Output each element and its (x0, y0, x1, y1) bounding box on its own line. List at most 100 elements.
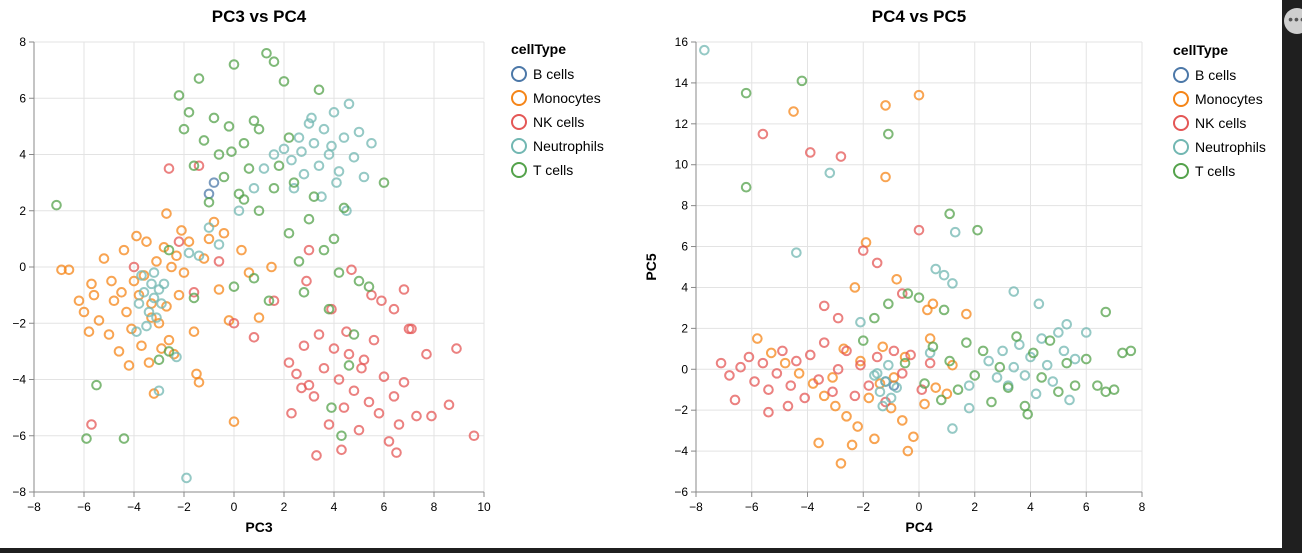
data-point (888, 345, 900, 357)
data-point (899, 351, 911, 363)
data-point (268, 182, 280, 194)
data-point (735, 361, 746, 373)
data-point (944, 208, 955, 220)
y-tick-label: 4 (681, 280, 688, 294)
data-point (143, 357, 155, 368)
y-tick-label: −2 (674, 403, 688, 417)
data-point (191, 368, 202, 380)
data-point (791, 247, 802, 258)
data-point (749, 376, 760, 387)
data-point (855, 355, 866, 367)
data-point (426, 410, 437, 422)
data-point (136, 340, 147, 352)
data-point (248, 272, 260, 284)
data-point (133, 298, 145, 309)
data-point (188, 292, 200, 304)
data-point (183, 107, 195, 118)
legend-label: Neutrophils (533, 138, 604, 154)
data-point (128, 261, 140, 273)
data-point (796, 75, 808, 87)
data-point (233, 205, 245, 217)
data-point (857, 245, 869, 256)
data-point (804, 349, 816, 361)
data-point (153, 354, 165, 366)
data-point (313, 160, 325, 172)
data-point (148, 267, 160, 278)
data-point (930, 263, 942, 275)
more-options-button[interactable]: ••• (1284, 8, 1302, 34)
data-point (248, 182, 260, 194)
data-point (298, 168, 310, 180)
x-axis: −8 −6 −4 −2 0 2 4 6 8 10 (27, 491, 491, 514)
data-point (752, 333, 763, 344)
data-point (366, 137, 377, 149)
data-point (1069, 353, 1081, 365)
legend-symbol (1173, 67, 1189, 83)
data-point (930, 382, 942, 393)
legend: cellType B cells Monocytes NK cells Neutroph… (511, 41, 604, 178)
y-tick-label: 14 (675, 76, 689, 90)
data-point (763, 384, 774, 396)
data-point (311, 450, 322, 461)
data-point (927, 298, 939, 310)
data-point (1100, 306, 1112, 318)
legend-label: B cells (1195, 67, 1236, 83)
data-point (1036, 333, 1047, 344)
data-point (411, 410, 422, 422)
data-point (1036, 372, 1047, 383)
data-point (913, 89, 925, 101)
x-tick-label: −4 (801, 500, 815, 514)
data-point (328, 107, 340, 118)
data-point (208, 112, 220, 124)
data-point (729, 394, 741, 406)
data-point (303, 244, 315, 256)
data-point (899, 357, 911, 369)
data-point (969, 370, 981, 381)
data-point (938, 304, 950, 316)
data-point (813, 374, 824, 385)
data-point (804, 147, 816, 158)
y-tick-label: 12 (675, 117, 689, 131)
data-point (268, 295, 280, 307)
data-point (880, 100, 891, 111)
data-point (56, 264, 67, 276)
data-point (253, 205, 265, 217)
data-point (293, 256, 305, 267)
data-point (793, 368, 805, 379)
data-point (827, 372, 838, 383)
data-point (1041, 359, 1053, 371)
x-tick-label: −2 (856, 500, 870, 514)
data-point (353, 126, 365, 138)
data-point (785, 380, 797, 391)
y-tick-label: 8 (19, 35, 26, 49)
data-point (885, 392, 897, 404)
data-point (883, 128, 894, 140)
y-axis: −8 −6 −4 −2 0 2 4 6 8 (12, 35, 35, 499)
legend: cellType B cells Monocytes NK cells Neutroph… (1173, 42, 1266, 179)
data-point (333, 374, 345, 385)
data-point (924, 347, 936, 359)
data-point (913, 224, 925, 236)
data-point (1117, 347, 1128, 359)
data-point (348, 385, 360, 397)
data-point (468, 430, 480, 442)
data-point (336, 430, 347, 442)
data-point (846, 439, 858, 451)
data-point (238, 137, 250, 149)
x-axis-title: PC3 (245, 519, 272, 535)
data-point (98, 253, 110, 264)
data-point (193, 377, 205, 388)
legend-title: cellType (511, 41, 566, 57)
data-point (213, 239, 225, 250)
x-tick-label: 8 (1139, 500, 1146, 514)
data-point (91, 379, 102, 391)
data-point (891, 382, 903, 393)
data-point (1080, 353, 1092, 365)
data-point (1002, 382, 1014, 393)
data-point (1064, 394, 1075, 406)
data-point (146, 312, 157, 323)
data-point (163, 334, 175, 346)
data-point (263, 295, 275, 307)
data-point (73, 295, 85, 307)
data-point (188, 287, 200, 298)
